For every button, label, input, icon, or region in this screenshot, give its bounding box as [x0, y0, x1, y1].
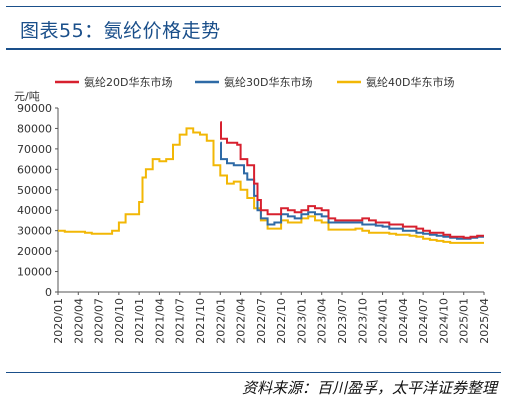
- x-tick-label: 2023/10: [356, 298, 369, 344]
- y-tick-label: 50000: [17, 184, 52, 197]
- x-tick-label: 2023/04: [316, 298, 329, 344]
- y-tick-label: 0: [45, 286, 52, 299]
- y-tick-label: 90000: [17, 102, 52, 115]
- y-tick-label: 10000: [17, 266, 52, 279]
- series-line-氨纶40D华东市场: [58, 127, 484, 244]
- x-tick-label: 2024/10: [437, 298, 450, 344]
- x-tick-label: 2023/01: [295, 298, 308, 344]
- legend-label: 氨纶20D华东市场: [84, 75, 172, 89]
- series-line-氨纶20D华东市场: [220, 121, 484, 239]
- y-tick-label: 80000: [17, 122, 52, 135]
- y-unit-label: 元/吨: [14, 90, 40, 103]
- series-line-氨纶30D华东市场: [220, 141, 484, 240]
- x-tick-label: 2020/01: [52, 298, 65, 344]
- x-tick-label: 2021/07: [174, 298, 187, 344]
- x-tick-label: 2021/01: [133, 298, 146, 344]
- y-tick-label: 60000: [17, 163, 52, 176]
- x-tick-label: 2024/04: [397, 298, 410, 344]
- source-note: 资料来源：百川盈孚，太平洋证券整理: [241, 379, 497, 397]
- x-tick-label: 2024/07: [417, 298, 430, 344]
- series-lines: [58, 121, 484, 244]
- x-tick-label: 2020/10: [113, 298, 126, 344]
- legend: 氨纶20D华东市场 氨纶30D华东市场 氨纶40D华东市场: [55, 75, 454, 89]
- bottom-rule: [6, 372, 501, 373]
- y-axis: 0 10000 20000 30000 40000 50000 60000 70000 8000…: [17, 102, 59, 299]
- figure-title: 图表55：氨纶价格走势: [20, 20, 221, 42]
- y-tick-label: 30000: [17, 225, 52, 238]
- x-tick-label: 2022/07: [255, 298, 268, 344]
- x-tick-label: 2025/01: [458, 298, 471, 344]
- x-tick-label: 2020/04: [72, 298, 85, 344]
- x-tick-label: 2022/04: [235, 298, 248, 344]
- y-tick-label: 20000: [17, 245, 52, 258]
- x-tick-label: 2023/07: [336, 298, 349, 344]
- top-rule: [6, 6, 501, 7]
- x-tick-label: 2021/10: [194, 298, 207, 344]
- x-tick-label: 2025/04: [478, 298, 491, 344]
- x-tick-label: 2022/01: [214, 298, 227, 344]
- x-tick-label: 2022/10: [275, 298, 288, 344]
- legend-label: 氨纶30D华东市场: [224, 75, 312, 89]
- y-tick-label: 40000: [17, 204, 52, 217]
- price-line-chart: 元/吨 0 10000 20000 30000 40000 50000 60000 70000…: [14, 75, 491, 344]
- legend-label: 氨纶40D华东市场: [366, 75, 454, 89]
- x-tick-label: 2021/04: [153, 298, 166, 344]
- x-tick-label: 2020/07: [93, 298, 106, 344]
- x-axis: 2020/01 2020/04 2020/07 2020/10 2021/01 2021/…: [52, 291, 491, 344]
- y-tick-label: 70000: [17, 143, 52, 156]
- title-rule: [6, 48, 501, 50]
- x-tick-label: 2024/01: [377, 298, 390, 344]
